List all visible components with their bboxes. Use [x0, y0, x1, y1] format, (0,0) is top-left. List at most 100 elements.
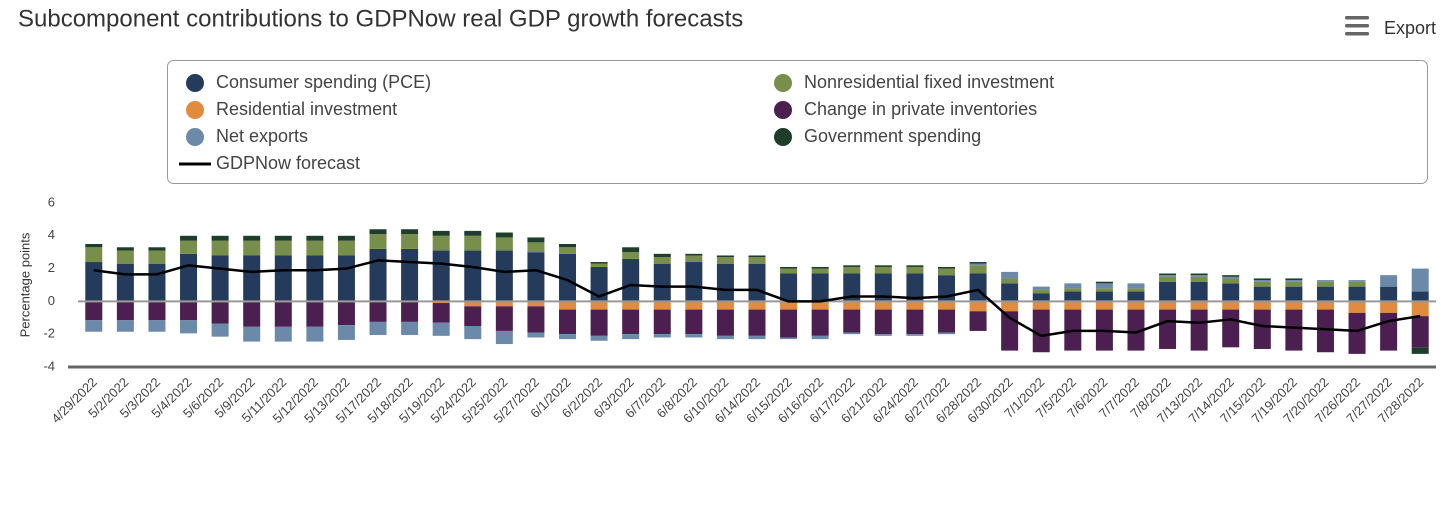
bar-segment	[1064, 291, 1082, 302]
bar-segment	[527, 242, 545, 253]
bar-segment	[843, 332, 861, 335]
bar-segment	[1159, 281, 1177, 302]
bar-segment	[464, 250, 482, 302]
bar-segment	[1222, 283, 1240, 302]
bar-segment	[622, 334, 640, 340]
bar-segment	[1380, 301, 1398, 313]
bar-segment	[843, 301, 861, 310]
bar-segment	[369, 302, 387, 322]
bar-segment	[369, 229, 387, 235]
bar-segment	[622, 252, 640, 259]
bar-segment	[748, 255, 766, 258]
bar-segment	[1159, 276, 1177, 282]
bar-segment	[1095, 283, 1113, 289]
bar-segment	[85, 247, 103, 263]
bar-segment	[495, 237, 513, 251]
bar-segment	[1032, 309, 1050, 353]
bar-segment	[653, 309, 671, 335]
bar-segment	[211, 255, 229, 302]
bar-segment	[401, 248, 419, 302]
bar-segment	[590, 309, 608, 336]
bar-segment	[937, 309, 955, 333]
bar-segment	[85, 320, 103, 332]
bar-segment	[685, 262, 703, 302]
bar-segment	[685, 334, 703, 338]
bar-segment	[1095, 291, 1113, 302]
bar-segment	[748, 263, 766, 302]
bar-segment	[685, 309, 703, 335]
bar-segment	[1032, 286, 1050, 290]
bar-segment	[432, 303, 450, 323]
menu-icon	[1345, 24, 1369, 28]
bar-segment	[906, 309, 924, 335]
bar-segment	[811, 309, 829, 336]
forecast-line	[93, 259, 1421, 338]
bar-segment	[1348, 301, 1366, 313]
bar-segment	[369, 321, 387, 336]
legend-label[interactable]: Nonresidential fixed investment	[804, 72, 1054, 92]
bar-segment	[180, 320, 198, 334]
bar-segment	[1253, 278, 1271, 281]
bar-segment	[495, 232, 513, 238]
bar-segment	[116, 250, 134, 264]
bar-segment	[1380, 286, 1398, 302]
bar-segment	[211, 240, 229, 256]
bar-segment	[906, 265, 924, 267]
legend-label[interactable]: Residential investment	[216, 99, 397, 119]
legend-label[interactable]: Change in private inventories	[804, 99, 1037, 119]
bar-segment	[1411, 268, 1429, 292]
bar-segment	[1348, 281, 1366, 287]
bar-segment	[527, 301, 545, 307]
bar-segment	[559, 253, 577, 302]
bar-segment	[1222, 278, 1240, 284]
menu-icon	[1345, 32, 1369, 36]
legend-symbol	[774, 74, 792, 92]
bar-segment	[464, 230, 482, 236]
bar-segment	[1032, 301, 1050, 310]
bar-segment	[464, 235, 482, 251]
bar-segment	[527, 252, 545, 302]
bar-segment	[148, 320, 166, 332]
bar-segment	[1001, 278, 1019, 284]
legend-label[interactable]: Net exports	[216, 126, 308, 146]
export-label[interactable]: Export	[1384, 18, 1436, 38]
y-tick-label: 2	[48, 260, 55, 275]
bar-segment	[1159, 301, 1177, 310]
bar-segment	[590, 335, 608, 341]
bar-segment	[1316, 309, 1334, 353]
legend-label[interactable]: Consumer spending (PCE)	[216, 72, 431, 92]
bar-segment	[1190, 281, 1208, 302]
y-tick-label: -2	[43, 326, 55, 341]
bar-segment	[1190, 273, 1208, 276]
bar-segment	[874, 273, 892, 302]
bar-segment	[622, 258, 640, 302]
bar-segment	[1222, 276, 1240, 279]
bar-segment	[432, 322, 450, 336]
bar-segment	[1380, 312, 1398, 351]
bar-segment	[180, 235, 198, 241]
bar-segment	[337, 255, 355, 302]
bar-segment	[211, 235, 229, 241]
bar-segment	[1064, 283, 1082, 289]
bar-segment	[1316, 280, 1334, 282]
bar-segment	[685, 255, 703, 263]
bar-segment	[116, 247, 134, 251]
bar-segment	[653, 334, 671, 338]
bar-segment	[1159, 309, 1177, 349]
bar-segment	[1095, 301, 1113, 310]
legend-label[interactable]: Government spending	[804, 126, 981, 146]
bar-segment	[1285, 278, 1303, 281]
bar-segment	[274, 235, 292, 241]
bar-segment	[590, 301, 608, 310]
export-button[interactable]: Export	[1345, 16, 1436, 38]
bar-segment	[401, 321, 419, 336]
bar-segment	[527, 306, 545, 333]
bar-segment	[716, 263, 734, 302]
bar-segment	[1316, 301, 1334, 310]
bar-segment	[969, 273, 987, 302]
bar-segment	[495, 301, 513, 307]
bar-segment	[527, 237, 545, 243]
legend-label[interactable]: GDPNow forecast	[216, 153, 360, 173]
bar-segment	[1285, 281, 1303, 287]
bar-segment	[306, 326, 324, 342]
